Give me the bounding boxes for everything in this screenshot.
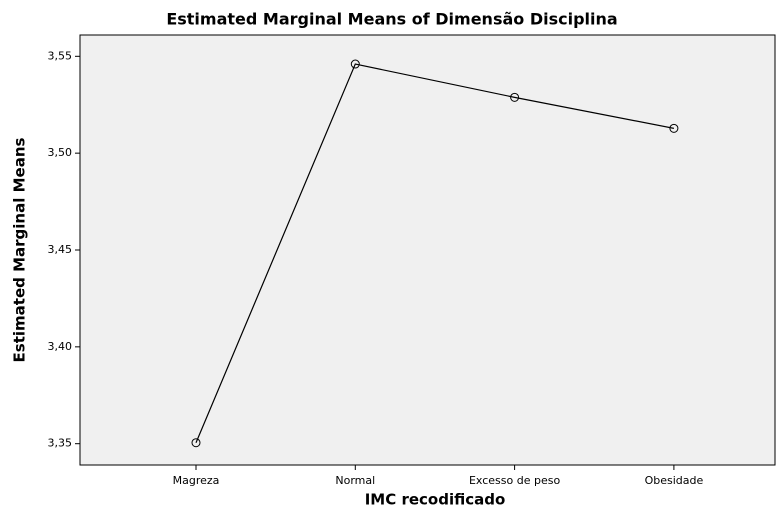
y-tick-label: 3,40 [48,340,73,353]
line [195,63,675,443]
x-tick-label: Excesso de peso [469,474,560,487]
marker [191,438,201,448]
y-axis-label: Estimated Marginal Means [11,138,29,363]
x-tick-label: Magreza [173,474,220,487]
chart-title: Estimated Marginal Means of Dimensão Dis… [166,10,617,29]
y-tick-label: 3,45 [48,243,73,256]
x-tick-label: Obesidade [645,474,704,487]
plot-area [79,34,776,466]
x-axis-label: IMC recodificado [365,491,506,509]
x-tick-label: Normal [335,474,375,487]
marker [669,123,679,133]
marker [510,92,520,102]
marker [350,59,360,69]
y-tick-label: 3,35 [48,437,73,450]
y-tick-label: 3,55 [48,49,73,62]
y-tick-label: 3,50 [48,146,73,159]
